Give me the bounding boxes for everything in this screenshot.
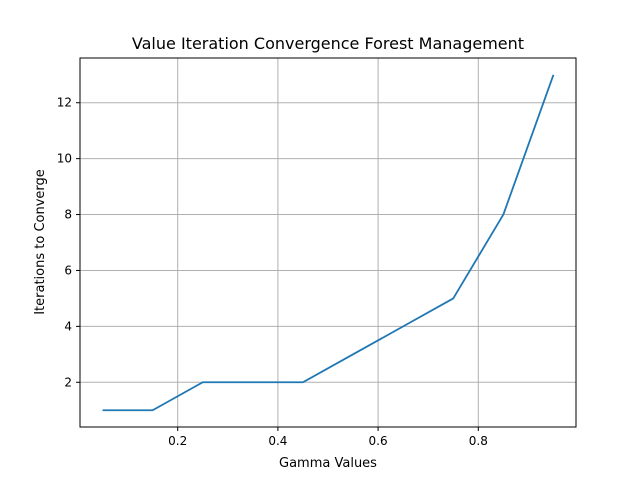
y-axis-label: Iterations to Converge xyxy=(33,169,48,315)
y-tick-label: 6 xyxy=(64,263,72,277)
ticks: 0.2 0.4 0.6 0.8 2 4 6 8 10 12 xyxy=(57,96,488,448)
series-line xyxy=(102,74,555,412)
chart-title: Value Iteration Convergence Forest Manag… xyxy=(132,34,524,53)
y-tick-label: 4 xyxy=(64,319,72,333)
y-tick-label: 10 xyxy=(57,152,72,166)
x-axis-label: Gamma Values xyxy=(279,456,377,471)
grid xyxy=(80,58,576,427)
x-tick-label: 0.2 xyxy=(168,434,187,448)
y-tick-label: 12 xyxy=(57,96,72,110)
plot-frame xyxy=(79,57,577,428)
x-tick-label: 0.6 xyxy=(369,434,388,448)
x-tick-label: 0.4 xyxy=(268,434,287,448)
y-tick-label: 2 xyxy=(64,375,72,389)
x-tick-label: 0.8 xyxy=(469,434,488,448)
y-tick-label: 8 xyxy=(64,208,72,222)
series-layer xyxy=(102,74,555,412)
